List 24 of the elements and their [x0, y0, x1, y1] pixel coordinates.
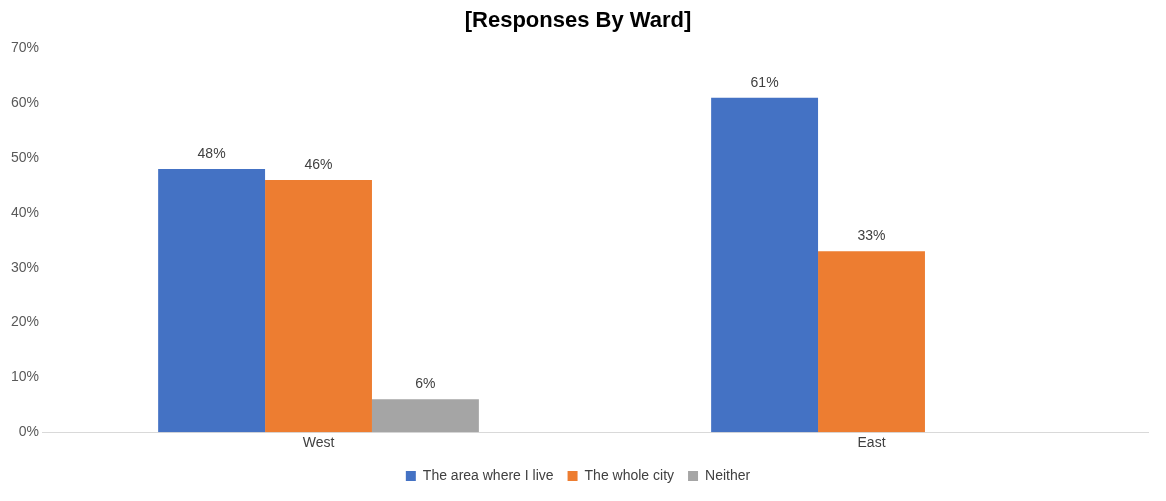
bar	[265, 179, 372, 433]
y-tick-label: 50%	[10, 148, 40, 165]
data-label: 6%	[415, 375, 436, 392]
y-tick-label: 0%	[18, 423, 40, 440]
legend-label: The whole city	[584, 466, 675, 483]
bar	[711, 97, 819, 433]
data-label: 61%	[750, 73, 779, 90]
data-label: 33%	[857, 227, 886, 244]
bar	[818, 251, 925, 433]
chart-title: [Responses By Ward]	[464, 7, 692, 33]
y-tick-label: 40%	[10, 203, 40, 220]
y-tick-label: 20%	[10, 313, 40, 330]
bar	[158, 169, 266, 433]
data-label: 48%	[197, 144, 226, 161]
data-label: 46%	[304, 155, 333, 172]
x-tick-label: West	[302, 434, 335, 451]
bar	[371, 399, 479, 433]
y-tick-label: 60%	[10, 94, 40, 111]
y-tick-label: 30%	[10, 258, 40, 275]
legend-label: Neither	[705, 466, 751, 483]
y-tick-label: 70%	[10, 39, 40, 56]
x-tick-label: East	[857, 434, 886, 451]
y-tick-label: 10%	[10, 368, 40, 385]
legend-label: The area where I live	[422, 466, 554, 483]
